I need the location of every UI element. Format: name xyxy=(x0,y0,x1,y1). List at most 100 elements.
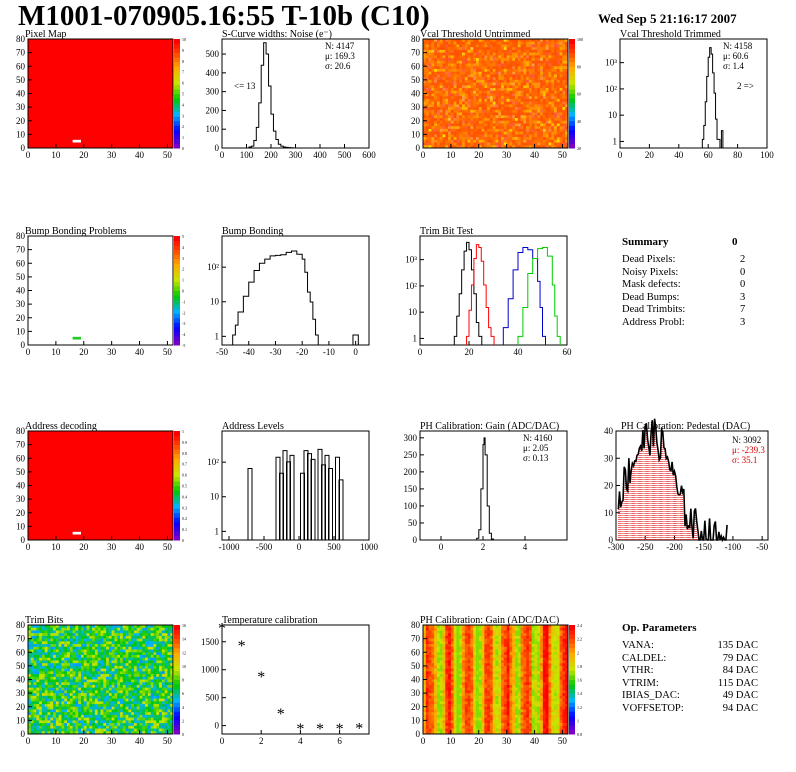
heatmap-cell xyxy=(150,644,154,648)
heatmap-cell xyxy=(164,725,168,729)
heatmap-cell xyxy=(467,109,471,113)
heatmap-cell xyxy=(492,49,496,53)
heatmap-cell xyxy=(106,635,110,639)
heatmap-cell xyxy=(498,71,502,75)
heatmap-cell xyxy=(100,635,104,639)
heatmap-cell xyxy=(39,630,43,634)
heatmap-cell xyxy=(103,630,107,634)
heatmap-cell xyxy=(75,723,79,727)
heatmap-cell xyxy=(103,698,107,702)
heatmap-cell xyxy=(448,134,452,138)
heatmap-cell xyxy=(450,115,454,119)
x-tick-label: 10 xyxy=(51,150,61,160)
heatmap-cell xyxy=(565,60,569,64)
heatmap-cell xyxy=(442,137,446,141)
heatmap-cell xyxy=(125,652,129,656)
heatmap-cell xyxy=(470,47,474,51)
heatmap-cell xyxy=(80,709,85,713)
heatmap-cell xyxy=(80,633,85,637)
heatmap-cell xyxy=(120,720,124,724)
heatmap-cell xyxy=(133,630,138,634)
heatmap-cell xyxy=(139,674,143,678)
heatmap-cell xyxy=(36,714,40,718)
heatmap-cell xyxy=(534,44,538,48)
heatmap-cell xyxy=(145,731,149,735)
heatmap-cell xyxy=(498,120,502,124)
y-tick-label: 60 xyxy=(16,258,26,268)
heatmap-cell xyxy=(170,657,174,661)
heatmap-cell xyxy=(462,93,466,97)
heatmap-cell xyxy=(559,79,563,83)
x-tick-label: 10 xyxy=(51,736,61,746)
heatmap-cell xyxy=(509,68,513,72)
heatmap-cell xyxy=(526,145,530,149)
heatmap-cell xyxy=(475,123,480,127)
heatmap-cell xyxy=(442,128,446,132)
heatmap-cell xyxy=(58,652,62,656)
x-tick-label: 50 xyxy=(163,542,173,552)
heatmap-cell xyxy=(445,55,449,59)
heatmap-cell xyxy=(501,49,505,53)
heatmap-cell xyxy=(72,652,76,656)
heatmap-cell xyxy=(103,625,107,629)
colorbar-cell xyxy=(569,88,575,94)
colorbar-label: 20 xyxy=(577,146,581,151)
heatmap-cell xyxy=(50,649,54,653)
colorbar-cell xyxy=(174,57,180,63)
heatmap-cell xyxy=(28,671,32,675)
heatmap-cell xyxy=(542,98,546,102)
heatmap-cell xyxy=(515,55,519,59)
heatmap-cell xyxy=(92,641,96,645)
heatmap-cell xyxy=(540,82,544,86)
heatmap-cell xyxy=(33,728,37,732)
heatmap-cell xyxy=(36,663,40,667)
heatmap-cell xyxy=(520,74,524,78)
heatmap-cell xyxy=(53,668,57,672)
heatmap-cell xyxy=(83,679,87,683)
heatmap-cell xyxy=(453,63,457,67)
colorbar-label: 4 xyxy=(182,102,184,107)
heatmap-cell xyxy=(503,88,507,92)
heatmap-cell xyxy=(100,665,104,669)
heatmap-cell xyxy=(83,684,87,688)
heatmap-cell xyxy=(540,39,544,43)
heatmap-cell xyxy=(484,82,488,86)
heatmap-cell xyxy=(425,88,429,92)
heatmap-cell xyxy=(83,652,87,656)
heatmap-cell xyxy=(33,687,37,691)
heatmap-cell xyxy=(439,112,443,116)
heatmap-cell xyxy=(128,654,132,658)
heatmap-cell xyxy=(562,79,566,83)
heatmap-cell xyxy=(136,714,140,718)
heatmap-cell xyxy=(559,60,563,64)
heatmap-cell xyxy=(462,60,466,64)
heatmap-cell xyxy=(120,709,124,713)
heatmap-cell xyxy=(503,49,507,53)
heatmap-cell xyxy=(487,79,491,83)
heatmap-cell xyxy=(97,717,101,721)
heatmap-cell xyxy=(128,674,132,678)
heatmap-cell xyxy=(434,104,438,108)
heatmap-cell xyxy=(72,684,76,688)
histogram-line xyxy=(474,437,497,541)
colorbar-cell xyxy=(174,449,180,455)
heatmap-cell xyxy=(128,630,132,634)
heatmap-cell xyxy=(484,104,488,108)
heatmap-cell xyxy=(475,115,480,119)
heatmap-cell xyxy=(425,71,429,75)
heatmap-cell xyxy=(47,649,51,653)
heatmap-cell xyxy=(86,690,90,694)
heatmap-cell xyxy=(92,698,96,702)
heatmap-cell xyxy=(47,723,51,727)
heatmap-cell xyxy=(517,120,521,124)
heatmap-cell xyxy=(462,101,466,105)
heatmap-cell xyxy=(425,644,429,648)
heatmap-cell xyxy=(545,98,549,102)
heatmap-cell xyxy=(487,126,491,130)
y-tick-label: 1 xyxy=(215,526,220,536)
heatmap-cell xyxy=(526,104,530,108)
heatmap-cell xyxy=(80,671,85,675)
heatmap-cell xyxy=(434,652,438,656)
heatmap-cell xyxy=(478,118,482,122)
y-tick-label: 60 xyxy=(16,647,26,657)
